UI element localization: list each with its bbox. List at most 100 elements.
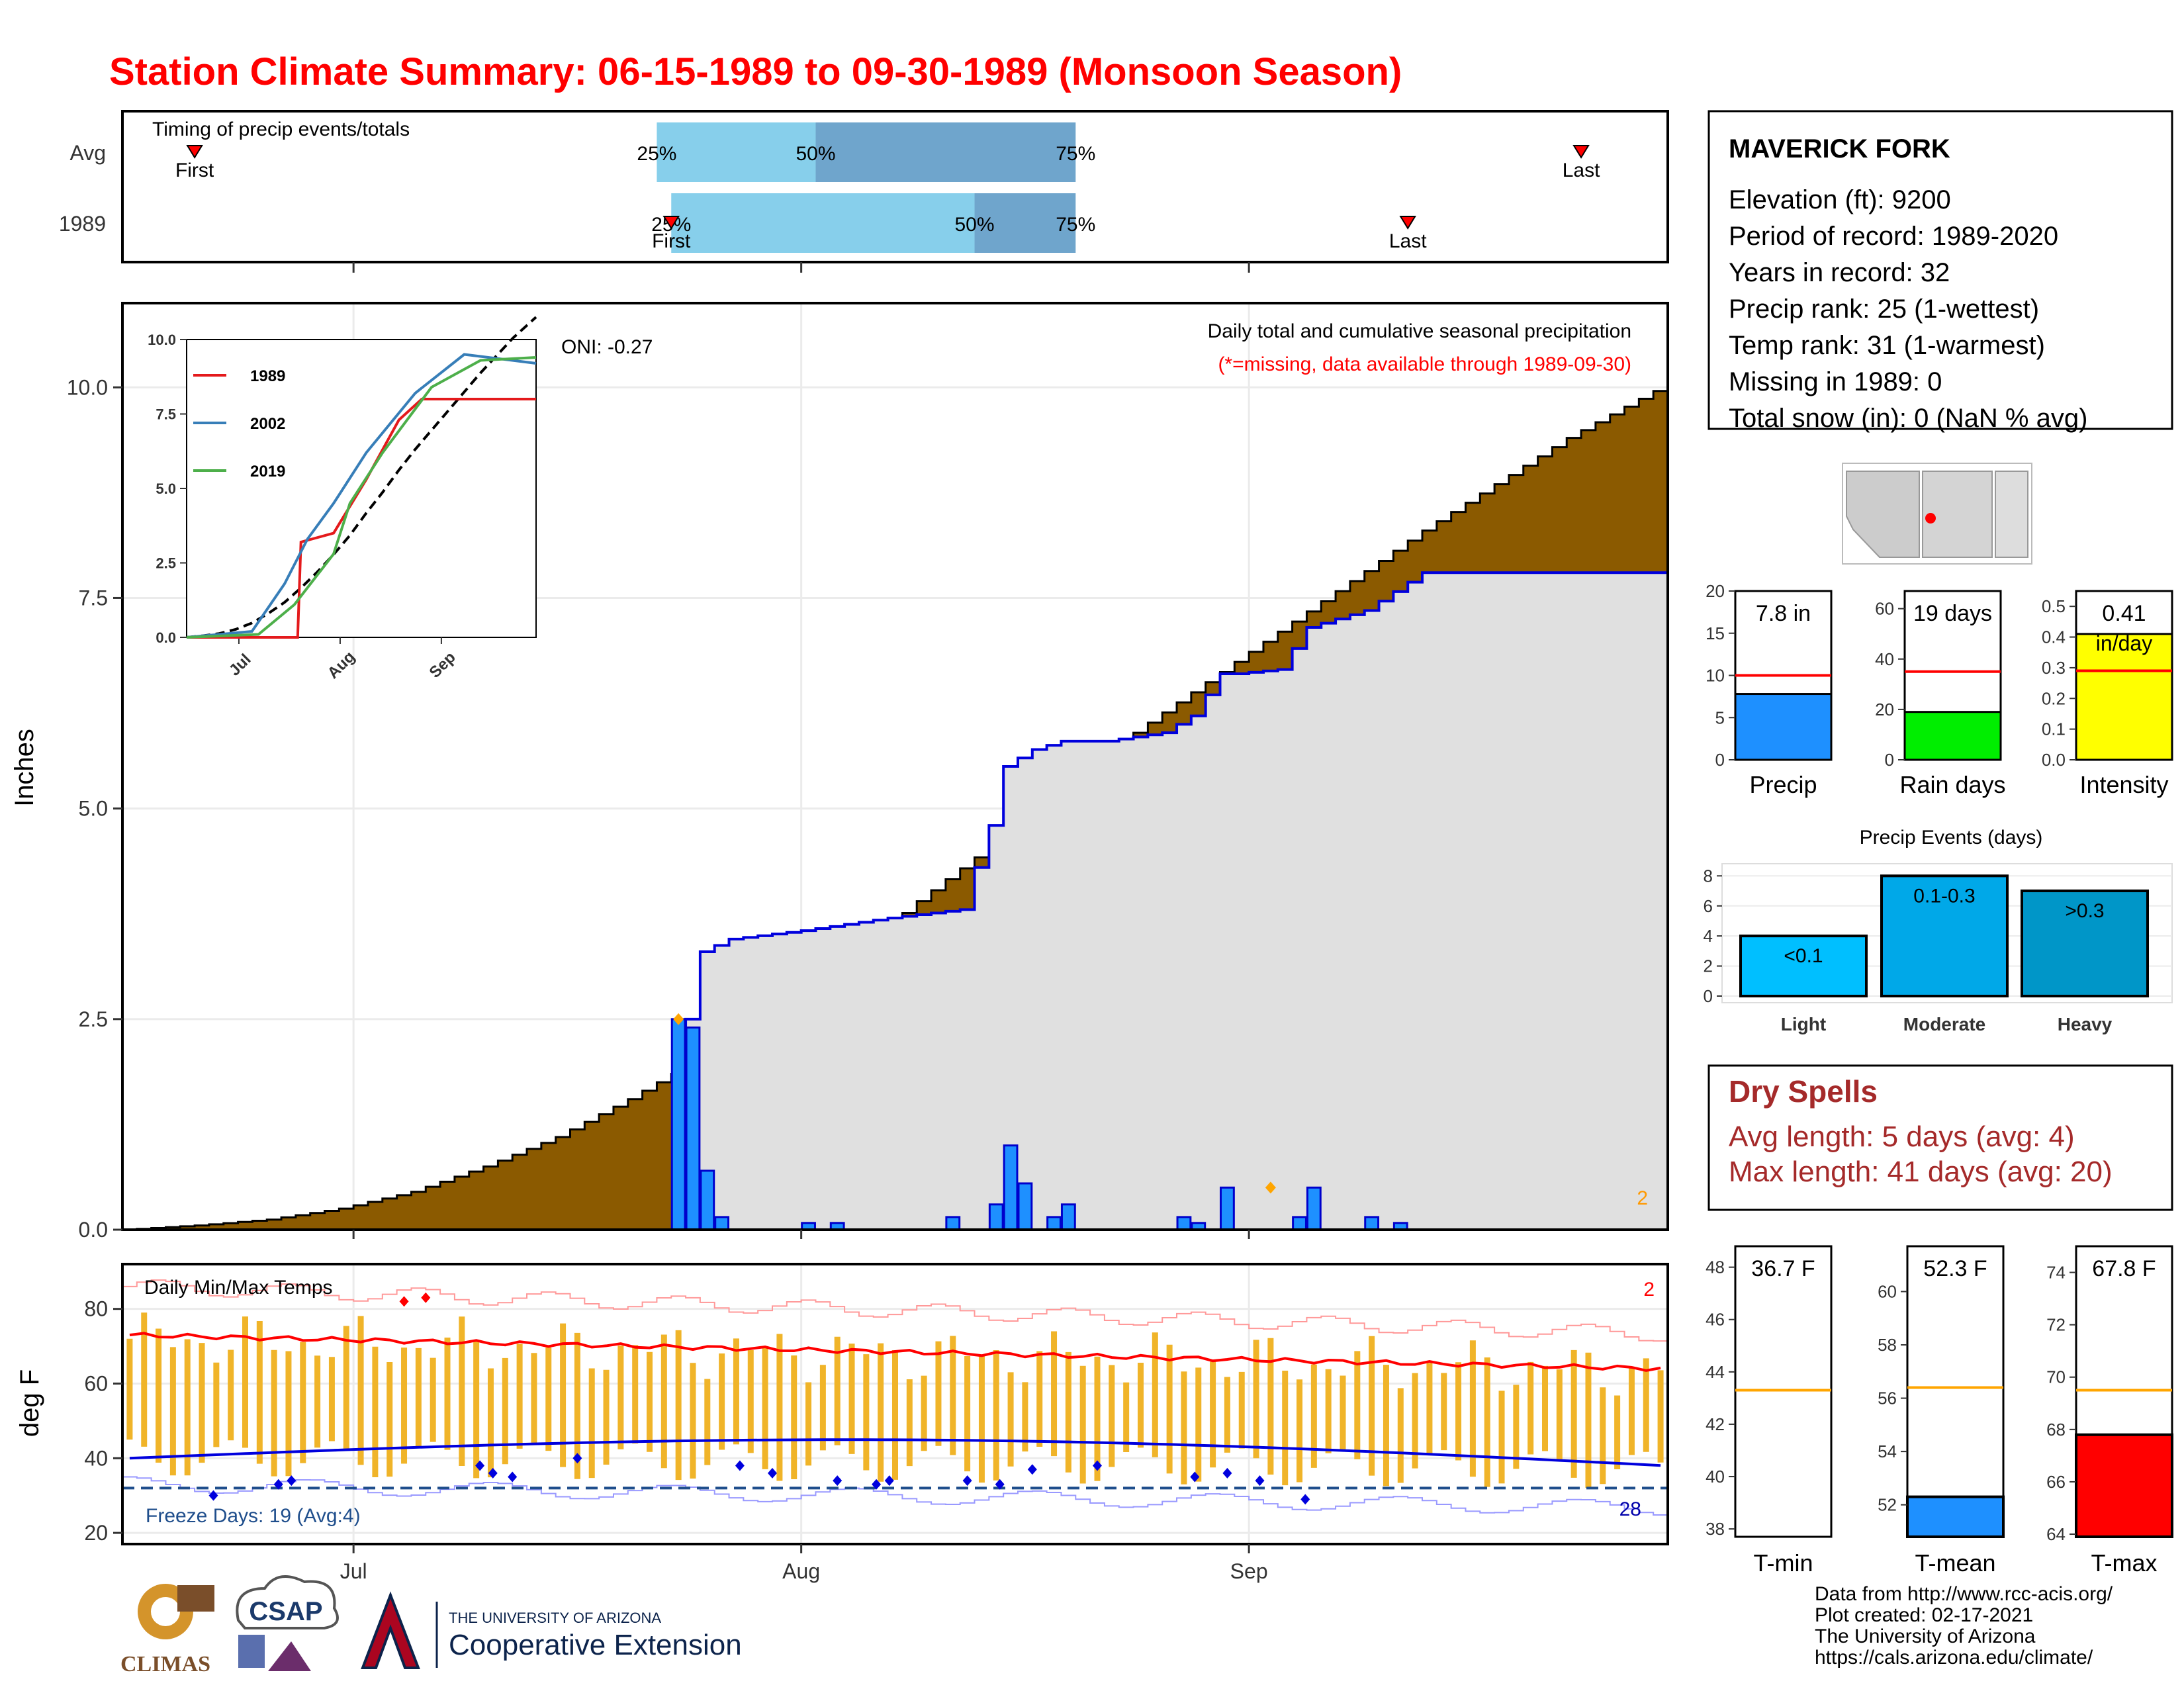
freeze-day-marker xyxy=(1027,1464,1037,1475)
freeze-days: Freeze Days: 19 (Avg:4) xyxy=(146,1505,361,1527)
avg-max-line xyxy=(129,1332,1661,1372)
footer-logos: CLIMAS CSAP THE UNIVERSITY OF ARIZONA Co… xyxy=(120,1575,742,1676)
precip-box-tick-label: 15 xyxy=(1706,623,1725,643)
timing-bar-50-75 xyxy=(974,193,1076,253)
daily-precip-bar xyxy=(1003,1144,1019,1231)
precip-box-tick-label: 20 xyxy=(1875,700,1894,719)
footer-credits: Data from http://www.rcc-acis.org/Plot c… xyxy=(1815,1583,2113,1668)
daily-precip-bar xyxy=(1060,1203,1076,1231)
precip-box-tick-label: 5 xyxy=(1715,708,1725,727)
freeze-day-marker xyxy=(768,1467,778,1479)
station-info-line: Elevation (ft): 9200 xyxy=(1729,185,1951,214)
inset-y-tick-label: 10.0 xyxy=(148,332,176,348)
temp-box-frame xyxy=(1906,1245,2005,1538)
temps-panel: Daily Min/Max Temps deg F Freeze Days: 1… xyxy=(15,1263,1669,1583)
precip-ylabel: Inches xyxy=(10,729,39,807)
freeze-day-marker xyxy=(1300,1494,1310,1505)
timing-first-marker xyxy=(186,145,203,159)
station-info-line: Years in record: 32 xyxy=(1729,258,1950,287)
inset-line-2002 xyxy=(186,353,537,639)
precip-box-bar xyxy=(2075,633,2173,761)
timing-panel-title: Timing of precip events/totals xyxy=(152,118,410,140)
map-arizona-shape xyxy=(1846,471,1920,558)
station-info-line: Total snow (in): 0 (NaN % avg) xyxy=(1729,404,2087,433)
map-texas-shape xyxy=(1995,471,2028,558)
ua-logo-text: THE UNIVERSITY OF ARIZONA xyxy=(449,1610,661,1626)
timing-last-label: Last xyxy=(1563,160,1600,181)
precip-box-tick-label: 60 xyxy=(1875,599,1894,619)
freeze-day-marker xyxy=(273,1479,283,1490)
temp-box-bar xyxy=(1906,1495,2005,1539)
freeze-day-marker xyxy=(208,1490,218,1501)
ua-logo: THE UNIVERSITY OF ARIZONA Cooperative Ex… xyxy=(361,1591,742,1669)
csap-logo: CSAP xyxy=(236,1575,339,1671)
temp-box-label: T-mean xyxy=(1915,1549,1995,1577)
temp-box-tick-label: 38 xyxy=(1706,1519,1725,1539)
precip-box-bar xyxy=(1903,711,2002,761)
precip-box-tick-label: 0.3 xyxy=(2042,658,2066,678)
daily-precip-bar xyxy=(1364,1216,1380,1231)
precip-box-label: Precip xyxy=(1749,771,1817,798)
temps-y-tick-label: 20 xyxy=(84,1521,108,1545)
inset-line-2019 xyxy=(186,356,537,639)
record-high-marker xyxy=(399,1296,409,1307)
freeze-day-marker xyxy=(833,1475,842,1486)
events-tick-label: 4 xyxy=(1704,926,1713,946)
inset-avg-line xyxy=(186,316,537,639)
freeze-day-marker xyxy=(508,1471,518,1483)
precip-box-value-unit: in/day xyxy=(2096,631,2152,655)
obs-cumulative-area xyxy=(122,572,1668,1230)
map-new-mexico-shape xyxy=(1922,471,1993,558)
timing-row-avg-label: Avg xyxy=(69,141,106,165)
temp-box-tick-label: 54 xyxy=(1878,1441,1897,1461)
station-info-line: Temp rank: 31 (1-warmest) xyxy=(1729,331,2045,360)
timing-first-label: First xyxy=(652,230,691,252)
events-bar xyxy=(1880,874,2009,997)
climas-logo: CLIMAS xyxy=(120,1584,214,1676)
events-bar-label: <0.1 xyxy=(1784,945,1823,967)
daily-precip-bar xyxy=(1176,1216,1192,1231)
temps-panel-frame xyxy=(121,1263,1669,1545)
station-info-line: Missing in 1989: 0 xyxy=(1729,367,1942,396)
daily-precip-bar xyxy=(1017,1182,1033,1231)
temp-box-value: 67.8 F xyxy=(2092,1256,2156,1281)
temp-box-tick-label: 40 xyxy=(1706,1467,1725,1486)
temps-x-tick-label: Sep xyxy=(1230,1559,1268,1583)
station-location-marker xyxy=(1925,513,1936,524)
avg-min-line xyxy=(129,1438,1661,1467)
daily-precip-bar xyxy=(700,1169,715,1231)
inset-legend-label: 1989 xyxy=(250,367,285,385)
precip-box-tick-label: 0.0 xyxy=(2042,750,2066,770)
record-min-line xyxy=(122,1476,1668,1516)
precip-box-tick-label: 0.2 xyxy=(2042,688,2066,708)
precip-marker xyxy=(673,1013,684,1025)
station-info-line: Precip rank: 25 (1-wettest) xyxy=(1729,295,2039,324)
precip-box-tick-label: 0.1 xyxy=(2042,719,2066,739)
precip-box-tick-label: 0.4 xyxy=(2042,627,2066,647)
temp-box-label: T-max xyxy=(2091,1549,2157,1577)
footer-credit-line: Plot created: 02-17-2021 xyxy=(1815,1604,2033,1626)
freeze-day-marker xyxy=(1190,1471,1200,1483)
timing-first-label: First xyxy=(175,160,214,181)
daily-precip-bar xyxy=(685,1027,701,1231)
events-bar xyxy=(1739,935,1868,998)
temp-box-tick-label: 46 xyxy=(1706,1310,1725,1330)
footer-credit-line: https://cals.arizona.edu/climate/ xyxy=(1815,1647,2093,1668)
temps-count-top: 2 xyxy=(1643,1279,1655,1301)
oni-value: ONI: -0.27 xyxy=(561,336,653,358)
precip-box-label: Intensity xyxy=(2079,771,2168,798)
precip-box-tick-label: 20 xyxy=(1706,581,1725,601)
events-bar xyxy=(2021,890,2149,998)
temps-y-tick-label: 60 xyxy=(84,1371,108,1395)
precip-box-tick-label: 40 xyxy=(1875,649,1894,669)
freeze-day-marker xyxy=(872,1479,882,1490)
precip-box-tick-label: 0 xyxy=(1715,750,1725,770)
temp-box-tick-label: 48 xyxy=(1706,1257,1725,1277)
timing-panel: Timing of precip events/totals Avg 1989 … xyxy=(59,110,1669,273)
dry-spells-title: Dry Spells xyxy=(1729,1074,1878,1109)
page-title: Station Climate Summary: 06-15-1989 to 0… xyxy=(109,50,1402,93)
precip-marker xyxy=(1265,1181,1276,1194)
